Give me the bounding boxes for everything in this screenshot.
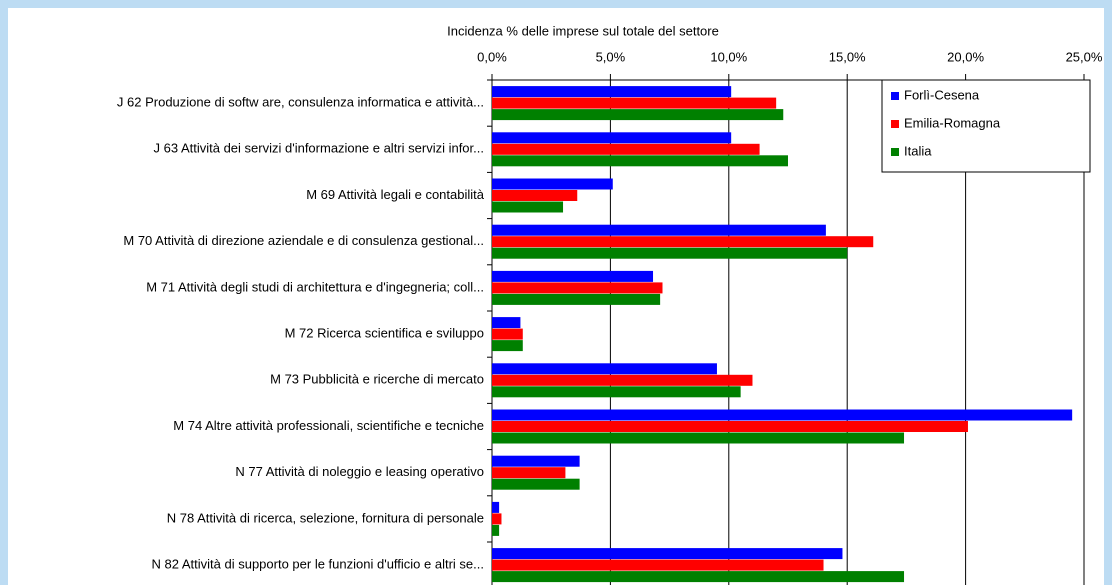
- bar: [492, 559, 824, 571]
- bar: [492, 190, 578, 201]
- legend-label: Emilia-Romagna: [904, 115, 1001, 130]
- bar: [492, 97, 777, 109]
- bar: [492, 467, 566, 479]
- bar: [492, 421, 968, 432]
- y-tick-label: M 71 Attività degli studi di architettur…: [146, 279, 484, 294]
- bar: [492, 548, 843, 560]
- bar: [492, 374, 753, 386]
- bar: [492, 363, 717, 375]
- y-tick-label: N 82 Attività di supporto per le funzion…: [152, 557, 484, 572]
- axis-title: Incidenza % delle imprese sul totale del…: [447, 23, 719, 38]
- x-tick-label: 0,0%: [477, 49, 507, 64]
- bar: [492, 293, 661, 305]
- x-tick-label: 20,0%: [947, 49, 984, 64]
- bar: [492, 109, 784, 121]
- x-tick-label: 5,0%: [596, 49, 626, 64]
- x-tick-label: 10,0%: [710, 49, 747, 64]
- legend: [881, 79, 1091, 173]
- bar: [492, 236, 874, 248]
- y-tick-label: M 70 Attività di direzione aziendale e d…: [123, 233, 484, 248]
- bar: [492, 317, 521, 329]
- bar: [492, 282, 663, 294]
- bar: [492, 201, 564, 213]
- bar: [492, 178, 613, 190]
- y-tick-label: M 74 Altre attività professionali, scien…: [173, 418, 484, 433]
- bar: [492, 432, 905, 444]
- y-tick-label: M 73 Pubblicità e ricerche di mercato: [270, 372, 484, 387]
- legend-swatch: [891, 148, 899, 156]
- bar: [492, 224, 826, 236]
- bar: [492, 513, 502, 525]
- bar: [492, 132, 732, 144]
- y-tick-label: J 63 Attività dei servizi d'informazione…: [153, 141, 484, 156]
- bar: [492, 155, 788, 167]
- x-tick-label: 25,0%: [1066, 49, 1103, 64]
- bar: [492, 386, 741, 398]
- y-tick-label: M 72 Ricerca scientifica e sviluppo: [285, 326, 484, 341]
- bar: [492, 247, 848, 259]
- bar: [492, 524, 500, 536]
- y-tick-label: N 77 Attività di noleggio e leasing oper…: [235, 464, 484, 479]
- legend-swatch: [891, 120, 899, 128]
- bar: [492, 86, 732, 98]
- bar: [492, 478, 580, 490]
- y-tick-label: N 78 Attività di ricerca, selezione, for…: [167, 510, 484, 525]
- bar: [492, 143, 760, 155]
- y-tick-label: J 62 Produzione di softw are, consulenza…: [117, 95, 484, 110]
- legend-label: Italia: [904, 143, 932, 158]
- bar: [492, 340, 523, 352]
- bar: [492, 455, 580, 467]
- bar: [492, 501, 500, 513]
- bar: [492, 409, 1073, 421]
- x-tick-label: 15,0%: [829, 49, 866, 64]
- legend-swatch: [891, 92, 899, 100]
- bar: [492, 328, 523, 340]
- y-tick-label: M 69 Attività legali e contabilità: [306, 187, 485, 202]
- legend-label: Forlì-Cesena: [904, 87, 980, 102]
- bar: [492, 270, 654, 282]
- bar: [492, 571, 905, 583]
